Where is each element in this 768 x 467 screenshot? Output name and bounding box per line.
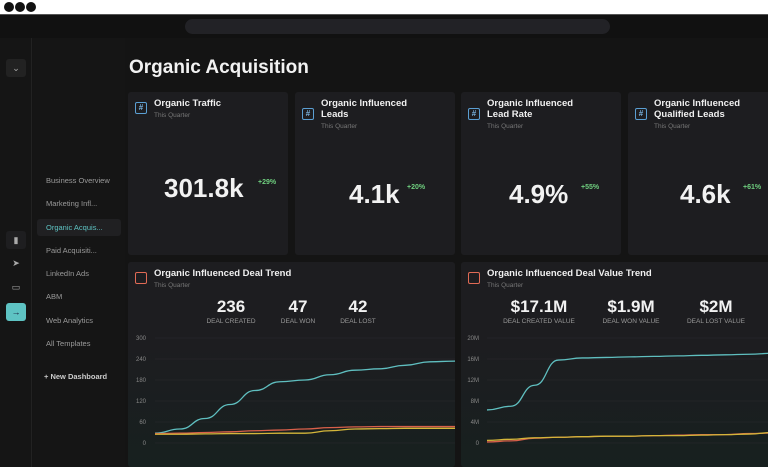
card-subtitle: This Quarter bbox=[321, 123, 358, 130]
send-icon[interactable]: ➤ bbox=[12, 257, 20, 268]
y-tick-label: 12M bbox=[467, 378, 479, 384]
deal-value-trend-chart: 0 4M 8M 12M 16M 20M bbox=[467, 336, 768, 447]
metric-value: 301.8k bbox=[164, 173, 244, 203]
kpi-label: DEAL WON VALUE bbox=[602, 318, 660, 325]
series-line-0 bbox=[486, 352, 768, 411]
metric-value: 4.9% bbox=[509, 179, 569, 209]
chart-card-deal-trend[interactable]: Organic Influenced Deal Trend This Quart… bbox=[128, 262, 455, 467]
card-title: Organic Influenced Leads bbox=[321, 98, 408, 120]
y-tick-label: 180 bbox=[136, 378, 147, 384]
y-tick-label: 4M bbox=[471, 420, 479, 426]
sidebar-item-paid-acquisition[interactable]: Paid Acquisiti... bbox=[46, 246, 97, 255]
y-tick-label: 300 bbox=[136, 336, 147, 342]
line-chart-icon bbox=[135, 272, 147, 284]
metric-value: 4.6k bbox=[680, 179, 731, 209]
metric-delta: +55% bbox=[581, 184, 600, 191]
sidebar-item-business-overview[interactable]: Business Overview bbox=[46, 176, 110, 185]
kpi-value: $2M bbox=[699, 297, 733, 316]
sidebar-item-organic-acquisition[interactable]: Organic Acquis... bbox=[37, 219, 121, 236]
sidebar-item-web-analytics[interactable]: Web Analytics bbox=[46, 316, 93, 325]
metric-value: 4.1k bbox=[349, 179, 400, 209]
sidebar-item-all-templates[interactable]: All Templates bbox=[46, 339, 91, 348]
y-tick-label: 20M bbox=[467, 336, 479, 342]
window-dot-icon[interactable] bbox=[26, 2, 36, 12]
sidebar-item-linkedin-ads[interactable]: LinkedIn Ads bbox=[46, 269, 89, 278]
card-subtitle: This Quarter bbox=[487, 282, 524, 289]
chevron-down-icon[interactable]: ⌄ bbox=[6, 59, 26, 77]
kpi-deal-created-value: $17.1M DEAL CREATED VALUE bbox=[499, 297, 579, 325]
kpi-label: DEAL CREATED bbox=[206, 318, 256, 325]
kpi-value: $1.9M bbox=[607, 297, 655, 316]
hash-icon: # bbox=[302, 108, 314, 120]
kpi-value: 47 bbox=[288, 297, 308, 316]
hash-icon: # bbox=[135, 102, 147, 114]
new-dashboard-button[interactable]: + New Dashboard bbox=[44, 372, 108, 381]
kpi-value: 236 bbox=[216, 297, 246, 316]
kpi-label: DEAL LOST bbox=[340, 318, 376, 325]
metric-delta: +61% bbox=[743, 184, 762, 191]
card-subtitle: This Quarter bbox=[154, 282, 191, 289]
book-icon[interactable]: ▭ bbox=[11, 281, 21, 292]
arrow-right-icon[interactable]: → bbox=[6, 303, 26, 321]
kpi-label: DEAL CREATED VALUE bbox=[503, 318, 575, 325]
y-tick-label: 0 bbox=[143, 441, 147, 447]
kpi-label: DEAL WON bbox=[280, 318, 316, 325]
kpi-value: 42 bbox=[348, 297, 368, 316]
series-line-1 bbox=[154, 425, 455, 435]
hash-icon: # bbox=[468, 108, 480, 120]
y-tick-label: 16M bbox=[467, 357, 479, 363]
sidebar: Business Overview Marketing Infl... Orga… bbox=[33, 38, 125, 467]
sidebar-item-marketing-influence[interactable]: Marketing Infl... bbox=[46, 199, 98, 208]
deal-trend-chart: 0 60 120 180 240 300 bbox=[136, 336, 455, 447]
metric-card-organic-influenced-leads[interactable]: # Organic Influenced Leads This Quarter … bbox=[295, 92, 455, 255]
y-tick-label: 60 bbox=[139, 420, 146, 426]
search-bar[interactable] bbox=[185, 19, 610, 34]
page-title: Organic Acquisition bbox=[129, 57, 309, 78]
y-tick-label: 240 bbox=[136, 357, 147, 363]
bar-chart-icon[interactable]: ▮ bbox=[6, 231, 26, 249]
metric-delta: +29% bbox=[258, 179, 277, 186]
kpi-deal-created: 236 DEAL CREATED bbox=[206, 297, 256, 325]
y-tick-label: 8M bbox=[471, 399, 479, 405]
series-line-2 bbox=[155, 427, 455, 435]
line-chart-icon bbox=[468, 272, 480, 284]
metric-card-organic-influenced-lead-rate[interactable]: # Organic Influenced Lead Rate This Quar… bbox=[461, 92, 621, 255]
icon-rail: ⌄ ▮ ➤ ▭ → bbox=[0, 38, 32, 467]
kpi-deal-lost-value: $2M DEAL LOST VALUE bbox=[681, 297, 751, 325]
y-tick-label: 120 bbox=[136, 399, 147, 405]
metric-delta: +20% bbox=[407, 184, 426, 191]
metric-card-organic-influenced-qualified-leads[interactable]: # Organic Influenced Qualified Leads Thi… bbox=[628, 92, 768, 255]
card-subtitle: This Quarter bbox=[487, 123, 524, 130]
kpi-deal-won: 47 DEAL WON bbox=[273, 297, 323, 325]
chart-card-deal-value-trend[interactable]: Organic Influenced Deal Value Trend This… bbox=[461, 262, 768, 467]
kpi-label: DEAL LOST VALUE bbox=[686, 318, 746, 325]
window-titlebar bbox=[0, 0, 768, 15]
kpi-deal-lost: 42 DEAL LOST bbox=[333, 297, 383, 325]
card-title: Organic Influenced Lead Rate bbox=[487, 98, 574, 120]
series-line-0 bbox=[154, 360, 455, 434]
kpi-value: $17.1M bbox=[510, 297, 568, 316]
kpi-deal-won-value: $1.9M DEAL WON VALUE bbox=[596, 297, 666, 325]
card-title: Organic Influenced Deal Trend bbox=[154, 268, 292, 279]
card-subtitle: This Quarter bbox=[154, 112, 191, 119]
card-title: Organic Influenced Qualified Leads bbox=[654, 98, 741, 120]
hash-icon: # bbox=[635, 108, 647, 120]
card-title: Organic Traffic bbox=[154, 98, 222, 109]
window-dot-icon[interactable] bbox=[4, 2, 14, 12]
window-dot-icon[interactable] bbox=[15, 2, 25, 12]
card-subtitle: This Quarter bbox=[654, 123, 691, 130]
card-title: Organic Influenced Deal Value Trend bbox=[487, 268, 652, 279]
y-tick-label: 0 bbox=[476, 441, 480, 447]
sidebar-item-abm[interactable]: ABM bbox=[46, 292, 63, 301]
series-line-2 bbox=[486, 431, 768, 442]
metric-card-organic-traffic[interactable]: # Organic Traffic This Quarter 301.8k +2… bbox=[128, 92, 288, 255]
